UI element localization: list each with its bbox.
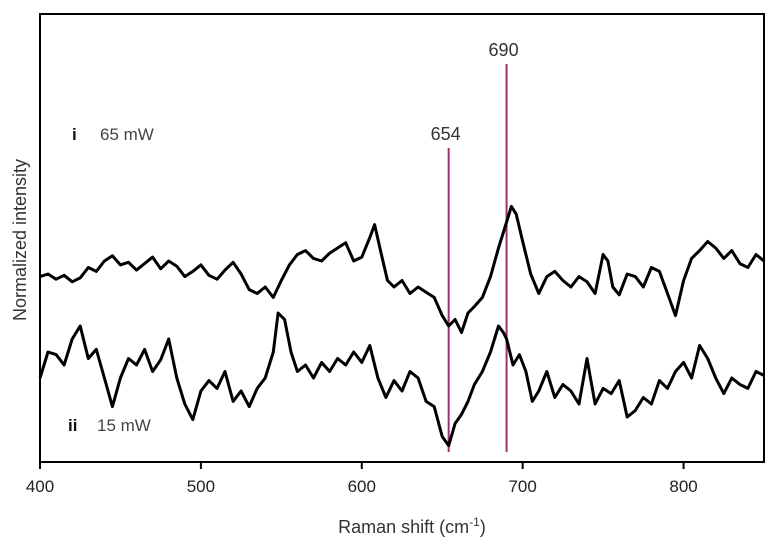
series-ii-roman-label: ii xyxy=(68,416,77,435)
series-ii-line xyxy=(38,311,765,448)
x-axis-title: Raman shift (cm-1) xyxy=(338,515,486,537)
peak-marker-label: 654 xyxy=(431,124,461,144)
series-ii-power-label: 15 mW xyxy=(97,416,151,435)
peak-markers: 654 690 xyxy=(431,40,519,452)
x-tick-label: 600 xyxy=(348,477,376,496)
series-i-power-label: 65 mW xyxy=(100,125,154,144)
plot-frame xyxy=(39,13,765,463)
series-i-line xyxy=(39,204,765,334)
series-lines xyxy=(38,204,765,448)
x-tick-label: 500 xyxy=(187,477,215,496)
x-axis-title-close: ) xyxy=(480,517,486,537)
x-axis-title-superscript: -1 xyxy=(469,515,480,529)
x-tick-label: 800 xyxy=(669,477,697,496)
series-i-roman-label: i xyxy=(72,125,77,144)
peak-marker-label: 690 xyxy=(489,40,519,60)
x-tick-label: 700 xyxy=(508,477,536,496)
x-tick-label: 400 xyxy=(26,477,54,496)
x-axis-ticks: 400 500 600 700 800 xyxy=(26,462,698,496)
y-axis-title: Normalized intensity xyxy=(10,159,30,321)
x-axis-title-main: Raman shift (cm xyxy=(338,517,469,537)
